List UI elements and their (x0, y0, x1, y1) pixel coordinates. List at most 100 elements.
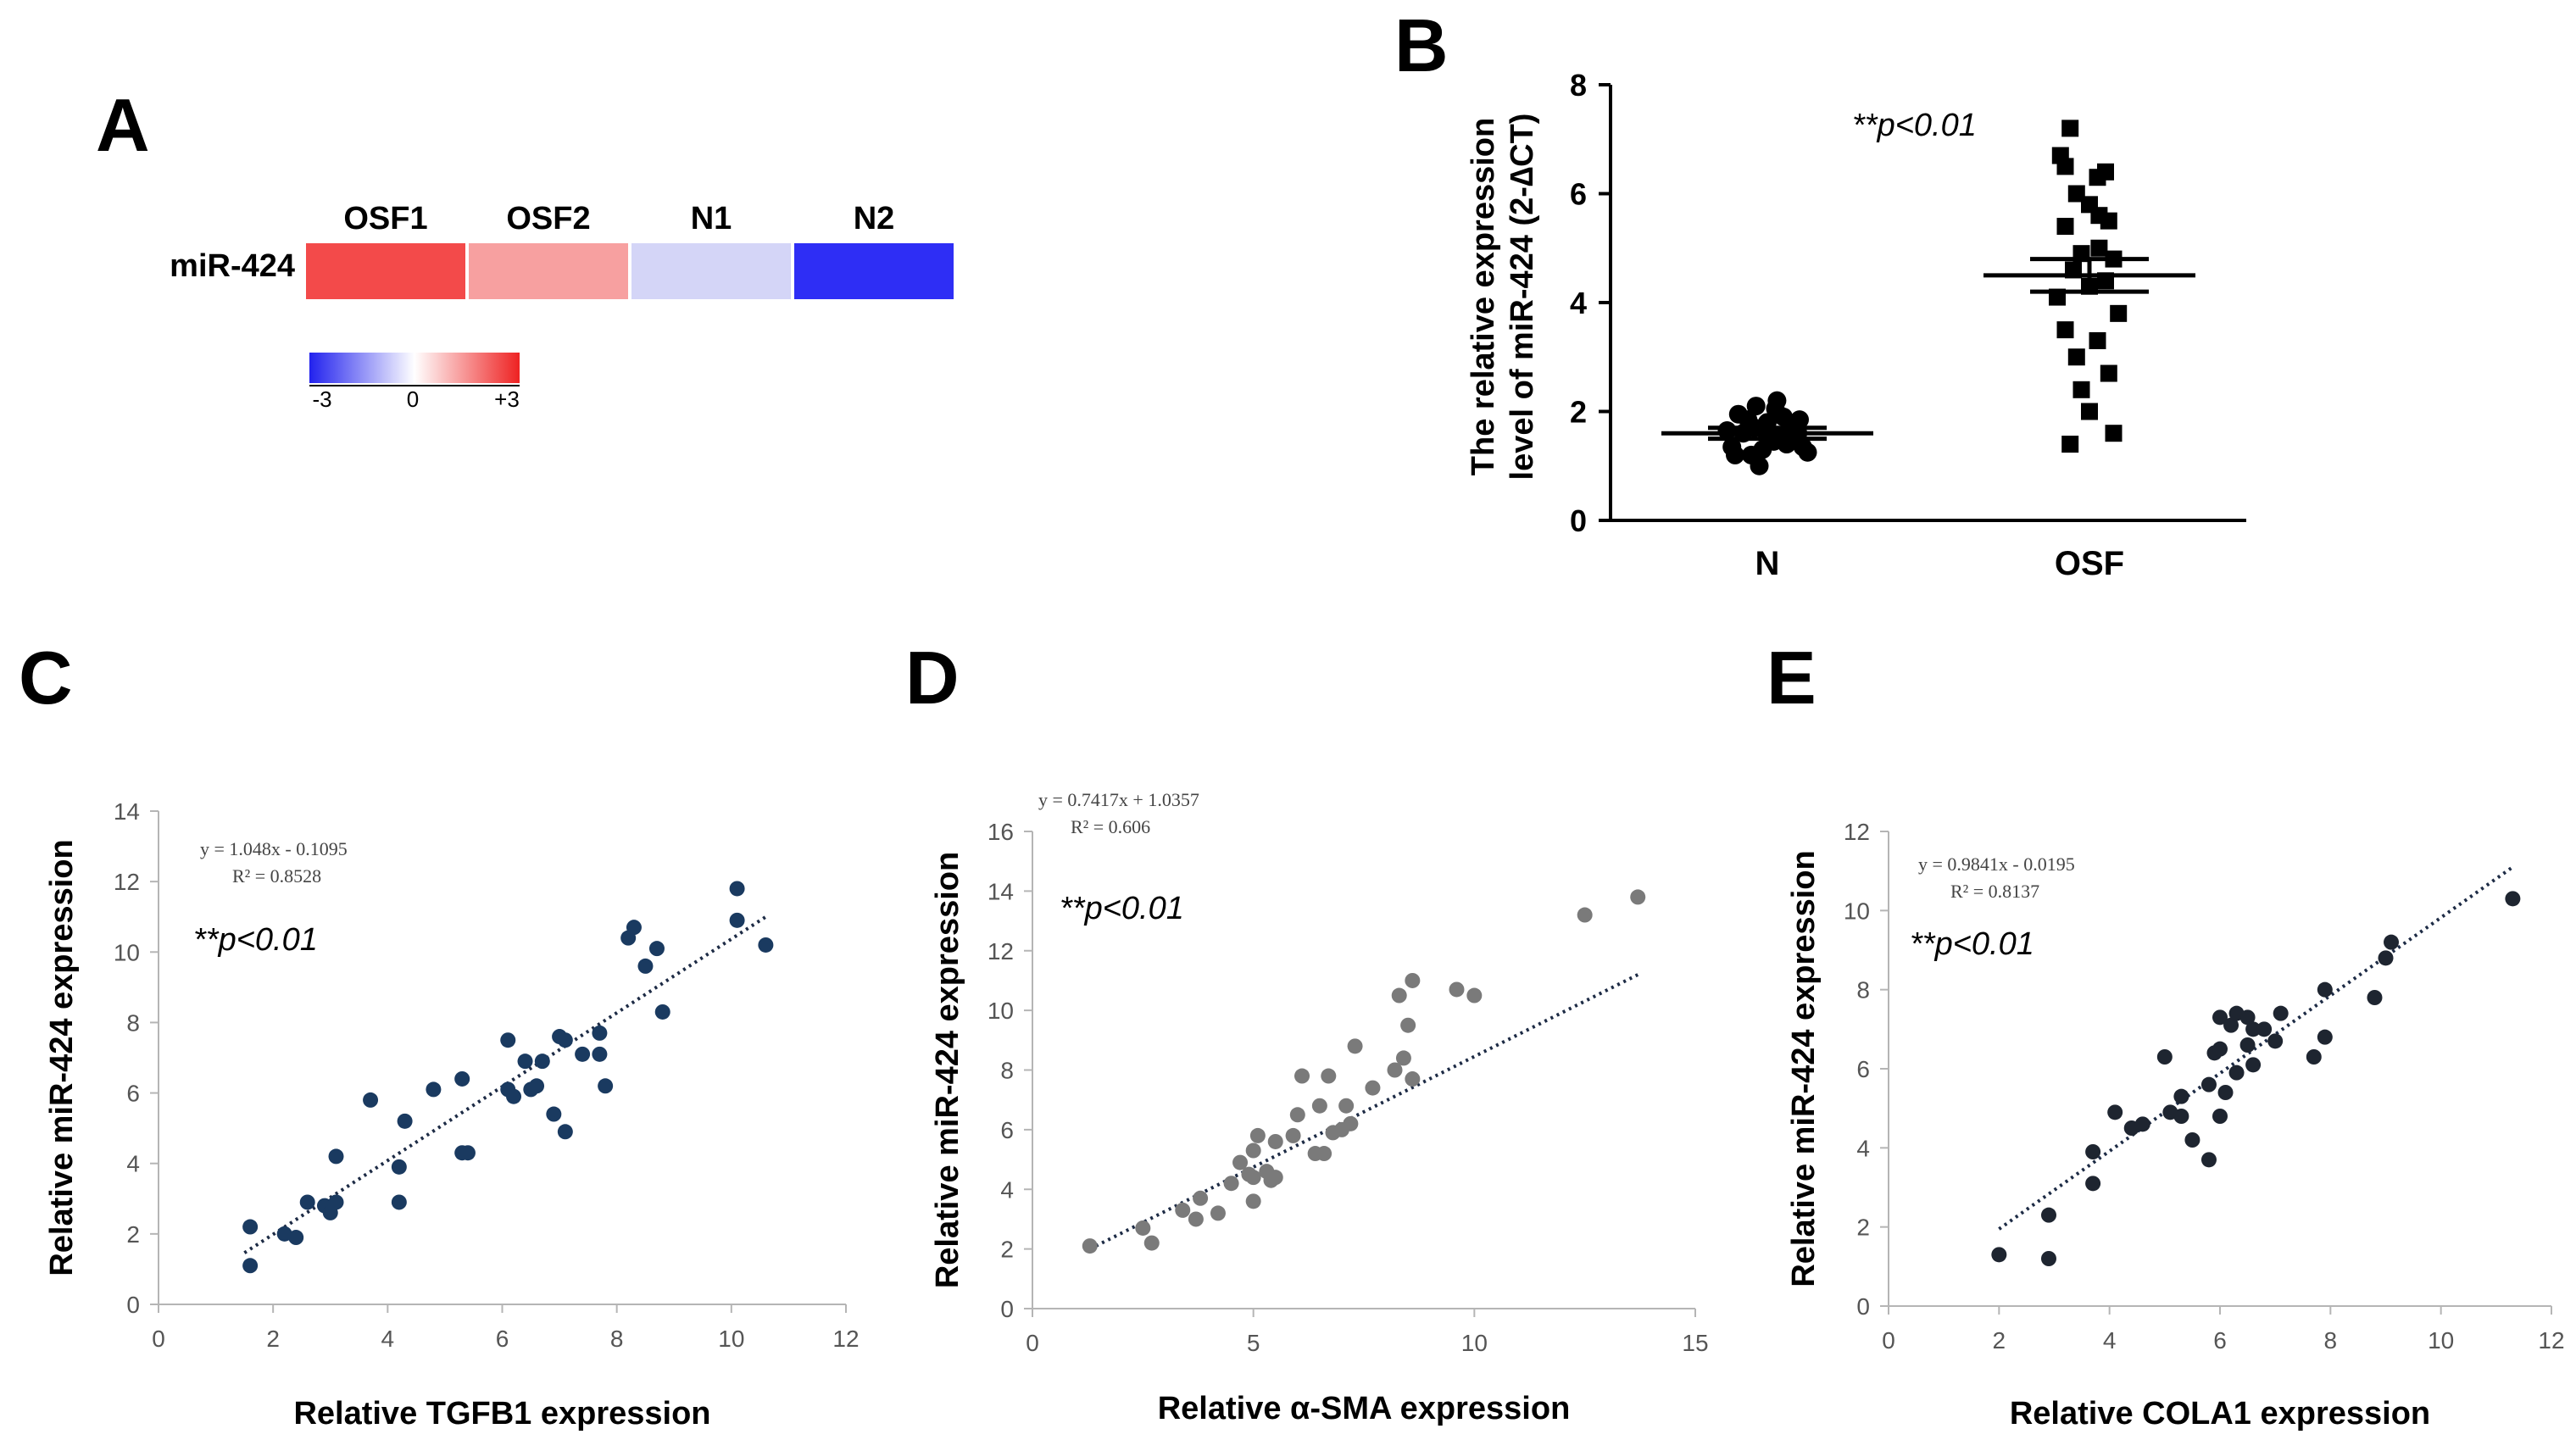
data-point (1387, 1062, 1403, 1078)
data-point (1395, 1050, 1411, 1066)
data-point (592, 1046, 608, 1062)
r-squared: R² = 0.8137 (1950, 881, 2039, 902)
data-point (2107, 1104, 2123, 1120)
data-point (276, 1226, 292, 1242)
data-point (1267, 1133, 1283, 1149)
data-point (2184, 1132, 2200, 1148)
data-point (299, 1194, 315, 1210)
data-point (729, 912, 745, 928)
data-point (1245, 1142, 1261, 1159)
data-point (1391, 987, 1407, 1003)
data-point (391, 1159, 407, 1175)
y-tick-label: 2 (126, 1221, 140, 1248)
data-point (1577, 907, 1593, 923)
y-tick-label: 8 (1000, 1058, 1014, 1084)
x-tick-label: 2 (1993, 1327, 2006, 1354)
heatmap-col-label: N2 (854, 201, 895, 236)
data-point (2156, 1049, 2173, 1065)
data-point (1449, 981, 1465, 998)
heatmap-row-label: miR-424 (170, 248, 295, 284)
data-point (2040, 1207, 2056, 1223)
data-point (598, 1078, 614, 1094)
significance-annotation: **p<0.01 (193, 922, 318, 958)
scatter-plot-b: 0 2 4 6 8 N OSF The relative expression level of… (1466, 68, 2246, 582)
x-tick-label: 8 (2324, 1327, 2338, 1354)
data-point (2378, 950, 2394, 966)
data-point (1365, 1080, 1381, 1096)
x-tick-label: 15 (1682, 1330, 1708, 1356)
data-point (2267, 1033, 2284, 1049)
data-point-osf (2089, 169, 2106, 186)
data-point-n (1739, 410, 1758, 430)
data-point (2245, 1021, 2262, 1037)
data-point (397, 1113, 413, 1129)
data-point-osf (2061, 436, 2079, 453)
data-point (2317, 1029, 2333, 1045)
data-point (1135, 1220, 1151, 1236)
data-point (2306, 1049, 2322, 1065)
data-point (391, 1194, 407, 1210)
data-point (729, 881, 745, 897)
significance-annotation: **p<0.01 (1060, 891, 1184, 926)
data-point (2212, 1109, 2228, 1124)
x-axis-label: Relative α-SMA expression (1158, 1391, 1571, 1426)
heatmap-cell-n2 (794, 243, 954, 299)
data-point (1347, 1038, 1363, 1054)
data-point (1285, 1127, 1301, 1143)
data-point (506, 1088, 522, 1104)
data-point (363, 1092, 379, 1108)
x-tick-label: 10 (2428, 1327, 2454, 1354)
y-tick-label: 0 (1570, 503, 1587, 538)
data-point (454, 1070, 470, 1087)
heatmap-cell-osf2 (469, 243, 628, 299)
data-point (654, 1003, 670, 1020)
data-point-n (1750, 456, 1769, 475)
data-point (328, 1194, 344, 1210)
data-point (1466, 987, 1483, 1003)
y-tick-label: 10 (114, 939, 140, 965)
y-tick-label: 0 (1000, 1296, 1014, 1322)
significance-annotation: **p<0.01 (1910, 926, 2034, 962)
y-tick-label: 12 (988, 938, 1014, 965)
heatmap-col-label: OSF2 (506, 201, 590, 236)
data-point (2239, 1037, 2256, 1053)
data-point (557, 1124, 573, 1140)
y-tick-label: 4 (1570, 286, 1587, 320)
color-scale-bar (309, 353, 520, 383)
data-point (2200, 1076, 2217, 1092)
data-point (2212, 1009, 2228, 1026)
x-tick-label: 10 (1461, 1330, 1488, 1356)
data-point (1232, 1154, 1249, 1170)
data-point (2040, 1251, 2056, 1266)
data-point-n (1790, 410, 1809, 430)
data-point (1400, 1017, 1416, 1033)
heatmap-col-label: N1 (691, 201, 732, 236)
x-tick-label: 2 (266, 1326, 280, 1352)
panel-label-a: A (96, 83, 150, 167)
data-point (1630, 889, 1646, 905)
data-point (637, 958, 654, 974)
x-tick-label: 4 (381, 1326, 395, 1352)
data-point (1289, 1107, 1305, 1123)
y-tick-label: 6 (1856, 1056, 1870, 1082)
x-tick-label: 12 (2538, 1327, 2564, 1354)
data-point (2212, 1041, 2228, 1057)
regression-equation: y = 1.048x - 0.1095 (200, 838, 348, 859)
data-point-osf (2090, 239, 2108, 257)
y-tick-label: 12 (114, 869, 140, 895)
data-point (2273, 1005, 2289, 1021)
data-point (546, 1106, 562, 1122)
data-point (242, 1258, 259, 1274)
panel-label-e: E (1766, 636, 1817, 720)
regression-equation: y = 0.7417x + 1.0357 (1038, 789, 1199, 810)
data-point-osf (2081, 403, 2098, 420)
x-axis-label: Relative TGFB1 expression (293, 1396, 710, 1432)
data-point (2317, 981, 2333, 998)
data-point (500, 1032, 516, 1048)
data-point (1267, 1170, 1283, 1186)
y-tick-label: 4 (1000, 1176, 1014, 1203)
data-point-n (1767, 391, 1787, 410)
data-point (1343, 1115, 1359, 1131)
data-point (1338, 1098, 1355, 1114)
data-point (1405, 1071, 1421, 1087)
